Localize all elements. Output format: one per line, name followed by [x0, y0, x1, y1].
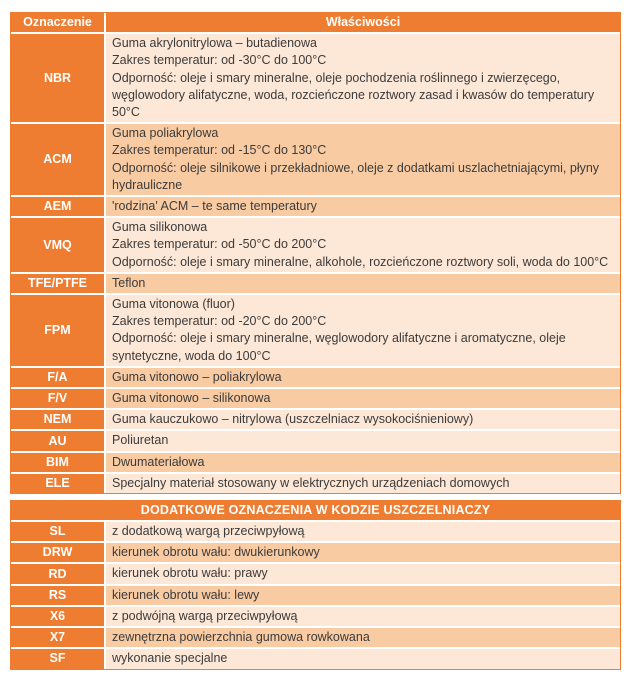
code-cell: ACM [11, 124, 104, 196]
code-cell: AU [11, 431, 104, 451]
table-row: AEM 'rodzina' ACM – te same temperatury [11, 197, 620, 217]
desc-cell: z dodatkową wargą przeciwpyłową [106, 522, 620, 542]
code-cell: TFE/PTFE [11, 273, 104, 294]
code-cell: SL [11, 522, 104, 542]
table-row: SL z dodatkową wargą przeciwpyłową [11, 522, 620, 542]
code-cell: FPM [11, 295, 104, 366]
column-header-wlasciwosci: Właściwości [106, 13, 620, 33]
additional-codes-table: DODATKOWE OZNACZENIA W KODZIE USZCZELNIA… [10, 500, 621, 670]
desc-cell: Guma vitonowo – poliakrylowa [106, 367, 620, 388]
desc-cell: kierunek obrotu wału: prawy [106, 564, 620, 584]
desc-cell: Guma vitonowo – silikonowa [106, 389, 620, 409]
code-cell: BIM [11, 452, 104, 472]
materials-table: Oznaczenie Właściwości NBR Guma akryloni… [10, 12, 621, 495]
table-row: RD kierunek obrotu wału: prawy [11, 564, 620, 584]
table-header-row: Oznaczenie Właściwości [11, 13, 620, 33]
desc-cell: Guma silikonowa Zakres temperatur: od -5… [106, 218, 620, 272]
table-row: BIM Dwumateriałowa [11, 452, 620, 472]
code-cell: F/A [11, 367, 104, 388]
table-row: NBR Guma akrylonitrylowa – butadienowa Z… [11, 34, 620, 123]
desc-cell: Guma vitonowa (fluor) Zakres temperatur:… [106, 295, 620, 366]
table-row: RS kierunek obrotu wału: lewy [11, 585, 620, 605]
table-row: F/V Guma vitonowo – silikonowa [11, 389, 620, 409]
code-cell: X7 [11, 628, 104, 648]
code-cell: SF [11, 649, 104, 669]
code-cell: X6 [11, 606, 104, 627]
code-cell: F/V [11, 389, 104, 409]
code-cell: AEM [11, 197, 104, 217]
desc-cell: Specjalny materiał stosowany w elektrycz… [106, 473, 620, 494]
desc-cell: 'rodzina' ACM – te same temperatury [106, 197, 620, 217]
column-header-oznaczenie: Oznaczenie [11, 13, 104, 33]
desc-cell: z podwójną wargą przeciwpyłową [106, 606, 620, 627]
code-cell: VMQ [11, 218, 104, 272]
code-cell: NEM [11, 410, 104, 430]
code-cell: NBR [11, 34, 104, 123]
table-row: VMQ Guma silikonowa Zakres temperatur: o… [11, 218, 620, 272]
section-title: DODATKOWE OZNACZENIA W KODZIE USZCZELNIA… [11, 501, 620, 521]
table-row: F/A Guma vitonowo – poliakrylowa [11, 367, 620, 388]
table-row: TFE/PTFE Teflon [11, 273, 620, 294]
table-row: NEM Guma kauczukowo – nitrylowa (uszczel… [11, 410, 620, 430]
desc-cell: zewnętrzna powierzchnia gumowa rowkowana [106, 628, 620, 648]
table-row: X7 zewnętrzna powierzchnia gumowa rowkow… [11, 628, 620, 648]
table-row: X6 z podwójną wargą przeciwpyłową [11, 606, 620, 627]
code-cell: DRW [11, 543, 104, 563]
desc-cell: kierunek obrotu wału: dwukierunkowy [106, 543, 620, 563]
desc-cell: kierunek obrotu wału: lewy [106, 585, 620, 605]
table-row: DRW kierunek obrotu wału: dwukierunkowy [11, 543, 620, 563]
desc-cell: Dwumateriałowa [106, 452, 620, 472]
table-row: AU Poliuretan [11, 431, 620, 451]
desc-cell: wykonanie specjalne [106, 649, 620, 669]
table-row: FPM Guma vitonowa (fluor) Zakres tempera… [11, 295, 620, 366]
table-row: SF wykonanie specjalne [11, 649, 620, 669]
desc-cell: Teflon [106, 273, 620, 294]
code-cell: RS [11, 585, 104, 605]
table-row: ELE Specjalny materiał stosowany w elekt… [11, 473, 620, 494]
code-cell: RD [11, 564, 104, 584]
desc-cell: Poliuretan [106, 431, 620, 451]
desc-cell: Guma akrylonitrylowa – butadienowa Zakre… [106, 34, 620, 123]
code-cell: ELE [11, 473, 104, 494]
desc-cell: Guma poliakrylowa Zakres temperatur: od … [106, 124, 620, 196]
desc-cell: Guma kauczukowo – nitrylowa (uszczelniac… [106, 410, 620, 430]
table-row: ACM Guma poliakrylowa Zakres temperatur:… [11, 124, 620, 196]
